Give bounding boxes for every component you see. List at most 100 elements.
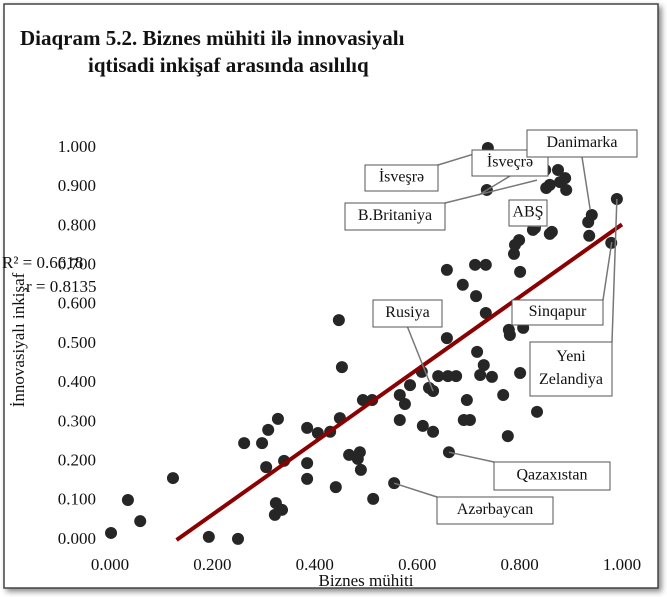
callout-box	[344, 202, 446, 231]
frame	[3, 3, 659, 589]
stat-label: R² = 0.6618	[2, 253, 83, 272]
y-tick-label: 0.700	[58, 255, 96, 274]
point	[507, 247, 520, 260]
callout-label: B.Britaniya	[358, 207, 432, 224]
callout-line	[581, 156, 591, 211]
y-tick-label: 0.300	[58, 411, 96, 430]
point	[503, 328, 516, 341]
point	[416, 419, 429, 432]
callout-line	[393, 482, 438, 498]
x-tick-label: 0.200	[193, 555, 231, 574]
callout-label: Rusiya	[385, 304, 429, 321]
point	[460, 394, 473, 407]
point	[202, 530, 215, 543]
x-tick-label: 0.600	[398, 555, 436, 574]
point	[471, 345, 484, 358]
y-axis-label: İnnovasiyalı inkişaf	[9, 272, 28, 407]
point	[514, 265, 527, 278]
point	[479, 307, 492, 320]
point	[477, 359, 490, 372]
callout-line	[444, 179, 538, 204]
y-tick-label: 0.800	[58, 215, 96, 234]
stat-label: r = 0.8135	[26, 277, 97, 296]
point	[329, 481, 342, 494]
point	[479, 258, 492, 271]
point	[543, 178, 556, 191]
point	[398, 397, 411, 410]
point	[427, 425, 440, 438]
point	[501, 430, 514, 443]
point	[256, 437, 269, 450]
point	[497, 388, 510, 401]
callout-box	[526, 129, 638, 158]
point	[552, 163, 564, 176]
point	[393, 414, 406, 427]
callout-label: İsveşrə	[379, 168, 424, 186]
point	[474, 368, 487, 381]
x-tick-label: 0.400	[296, 555, 334, 574]
point	[432, 370, 445, 383]
point	[301, 472, 314, 485]
point	[232, 532, 244, 545]
callout-line	[478, 175, 511, 196]
point	[260, 461, 273, 474]
point	[560, 183, 573, 196]
point	[456, 278, 469, 291]
callout-label: Yeni	[556, 348, 586, 365]
point	[404, 379, 417, 392]
point	[513, 234, 526, 247]
y-tick-label: 0.900	[58, 176, 96, 195]
point	[121, 494, 134, 507]
point	[356, 394, 369, 407]
x-tick-label: 1.000	[603, 555, 641, 574]
point	[393, 388, 406, 401]
point	[440, 263, 453, 276]
callout-label: Danimarka	[546, 134, 617, 151]
point	[353, 446, 366, 459]
y-tick-label: 0.400	[58, 372, 96, 391]
x-axis-label: Biznes mühiti	[319, 571, 414, 590]
callout-box	[372, 299, 443, 328]
chart-title: Diaqram 5.2. Biznes mühiti ilə innovasiy…	[20, 26, 405, 50]
point	[470, 290, 483, 303]
callout-box	[511, 299, 604, 326]
callout-label: İsveçrə	[487, 153, 533, 171]
point	[166, 472, 179, 485]
y-tick-label: 0.500	[58, 333, 96, 352]
point	[583, 229, 596, 242]
callout-line	[406, 326, 434, 392]
callout-box	[529, 341, 613, 397]
callout-line	[448, 451, 495, 463]
point	[262, 423, 275, 436]
point	[457, 414, 470, 427]
y-tick-label: 0.600	[58, 294, 96, 313]
callout-line	[611, 198, 618, 343]
point	[485, 370, 498, 383]
chart-title: iqtisadi inkişaf arasında asılılıq	[88, 53, 369, 77]
point	[559, 172, 572, 185]
x-tick-label: 0.800	[500, 555, 538, 574]
x-tick-label: 0.000	[91, 555, 129, 574]
trendline	[175, 222, 624, 542]
point	[105, 526, 118, 539]
point	[469, 258, 482, 271]
y-tick-label: 0.200	[58, 451, 96, 470]
callout-label: Qazaxıstan	[516, 467, 587, 484]
callout-box	[493, 461, 611, 491]
point	[440, 332, 453, 345]
point	[335, 361, 348, 374]
callout-box	[364, 164, 439, 192]
point	[271, 412, 284, 425]
point	[134, 515, 147, 528]
point	[585, 209, 598, 222]
point	[301, 421, 314, 434]
callout-box	[436, 496, 554, 525]
callout-box	[508, 199, 548, 227]
point	[301, 457, 314, 470]
y-tick-label: 0.100	[58, 490, 96, 509]
point	[450, 370, 463, 383]
y-tick-label: 0.000	[58, 529, 96, 548]
callout-label: ABŞ	[512, 204, 543, 221]
